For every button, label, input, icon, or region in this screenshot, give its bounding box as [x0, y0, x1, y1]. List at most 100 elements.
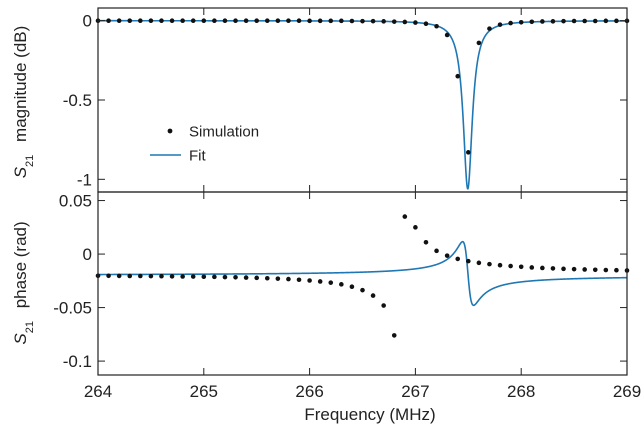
magnitude-simulation-point: [529, 19, 535, 25]
phase-simulation-point: [169, 274, 175, 279]
magnitude-simulation-point: [476, 40, 482, 46]
magnitude-simulation-point: [540, 19, 545, 24]
legend-fit-label: Fit: [189, 148, 206, 165]
magnitude-simulation-point: [550, 19, 556, 24]
magnitude-simulation-point: [455, 73, 461, 79]
magnitude-simulation-point: [360, 18, 365, 24]
magnitude-simulation-point: [296, 18, 302, 23]
phase-simulation-point: [180, 274, 185, 279]
phase-simulation-point: [508, 263, 513, 269]
phase-simulation-point: [317, 279, 323, 284]
phase-simulation-point: [423, 240, 429, 245]
phase-simulation-point: [307, 278, 312, 283]
magnitude-simulation-point: [254, 18, 259, 23]
magnitude-simulation-point: [116, 18, 122, 23]
magnitude-simulation-point: [286, 18, 291, 23]
legend: Simulation Fit: [150, 124, 259, 165]
magnitude-simulation-point: [413, 20, 418, 25]
legend-simulation-label: Simulation: [189, 124, 259, 141]
magnitude-simulation-point: [138, 18, 143, 23]
magnitude-simulation-point: [127, 18, 133, 23]
phase-simulation-point: [529, 265, 535, 270]
magnitude-axis-symbol: S: [11, 166, 30, 178]
magnitude-axis-label: magnitude (dB): [11, 26, 30, 142]
magnitude-simulation-point: [466, 150, 471, 155]
magnitude-simulation-point: [317, 18, 323, 24]
phase-simulation-point: [264, 275, 270, 281]
magnitude-simulation-point: [434, 23, 439, 29]
phase-simulation-point: [571, 266, 577, 272]
x-tick-label: 265: [190, 382, 218, 401]
phase-y-tick-label: -0.05: [53, 299, 92, 318]
magnitude-simulation-point: [148, 18, 154, 23]
magnitude-simulation-point: [339, 18, 344, 24]
x-tick-label: 269: [613, 382, 641, 401]
magnitude-simulation-point: [582, 18, 587, 24]
phase-y-tick-label: -0.1: [63, 352, 92, 371]
phase-simulation-point: [212, 274, 217, 280]
magnitude-simulation-point: [275, 18, 281, 23]
phase-simulation-point: [370, 293, 376, 298]
phase-axis-symbol: S: [11, 333, 30, 345]
phase-simulation-point: [540, 265, 545, 271]
phase-simulation-point: [190, 274, 196, 279]
magnitude-simulation-point: [381, 19, 386, 24]
magnitude-simulation-point: [402, 19, 408, 25]
magnitude-simulation-point: [423, 21, 429, 27]
x-tick-label: 266: [295, 382, 323, 401]
magnitude-simulation-point: [508, 20, 513, 26]
legend-simulation-marker: [167, 128, 173, 134]
phase-simulation-point: [360, 287, 365, 293]
magnitude-simulation-point: [518, 19, 524, 25]
magnitude-simulation-point: [487, 26, 492, 31]
x-tick-label: 267: [401, 382, 429, 401]
phase-simulation-point: [286, 276, 291, 282]
phase-y-tick-label: 0: [83, 245, 92, 264]
phase-simulation-point: [402, 214, 408, 219]
magnitude-simulation-point: [614, 18, 619, 24]
magnitude-simulation-point: [212, 18, 217, 23]
magnitude-simulation-point: [243, 18, 249, 23]
phase-simulation-point: [561, 266, 566, 272]
phase-simulation-point: [127, 273, 133, 279]
magnitude-simulation-point: [497, 22, 503, 27]
magnitude-fit-line: [98, 19, 627, 190]
phase-simulation-point: [518, 264, 524, 270]
phase-simulation-point: [243, 275, 249, 280]
magnitude-simulation-point: [571, 18, 577, 24]
phase-simulation-point: [487, 261, 492, 267]
phase-simulation-point: [222, 274, 228, 280]
phase-fit-line: [98, 240, 628, 307]
phase-y-tick-label: 0.05: [59, 192, 92, 211]
magnitude-axis-title: S21 magnitude (dB): [11, 26, 36, 179]
x-axis-title: Frequency (MHz): [304, 405, 435, 424]
phase-simulation-point: [349, 284, 355, 290]
phase-axis-label: phase (rad): [11, 221, 30, 308]
phase-simulation-point: [275, 276, 281, 281]
phase-simulation-point: [391, 333, 397, 338]
phase-simulation-point: [159, 273, 164, 279]
phase-simulation-point: [328, 280, 334, 285]
magnitude-simulation-point: [561, 18, 566, 24]
phase-simulation-point: [148, 273, 154, 279]
magnitude-simulation-point: [391, 19, 397, 24]
phase-simulation-point: [106, 273, 111, 279]
magnitude-plot-frame: [97, 7, 628, 193]
magnitude-simulation-point: [233, 18, 238, 23]
phase-simulation-point: [116, 273, 122, 279]
x-tick-label: 268: [507, 382, 535, 401]
magnitude-simulation-point: [201, 18, 207, 23]
magnitude-simulation-point: [328, 18, 334, 24]
magnitude-simulation-point: [169, 18, 175, 23]
magnitude-y-tick-label: -0.5: [63, 91, 92, 110]
phase-simulation-point: [455, 256, 461, 262]
phase-simulation-point: [582, 267, 587, 272]
phase-simulation-point: [434, 248, 439, 254]
phase-simulation-point: [233, 274, 238, 280]
magnitude-simulation-point: [264, 18, 270, 23]
magnitude-axis-subscript: 21: [24, 155, 36, 167]
phase-simulation-point: [444, 253, 450, 258]
magnitude-simulation-point: [444, 32, 450, 38]
magnitude-simulation-point: [180, 18, 185, 23]
